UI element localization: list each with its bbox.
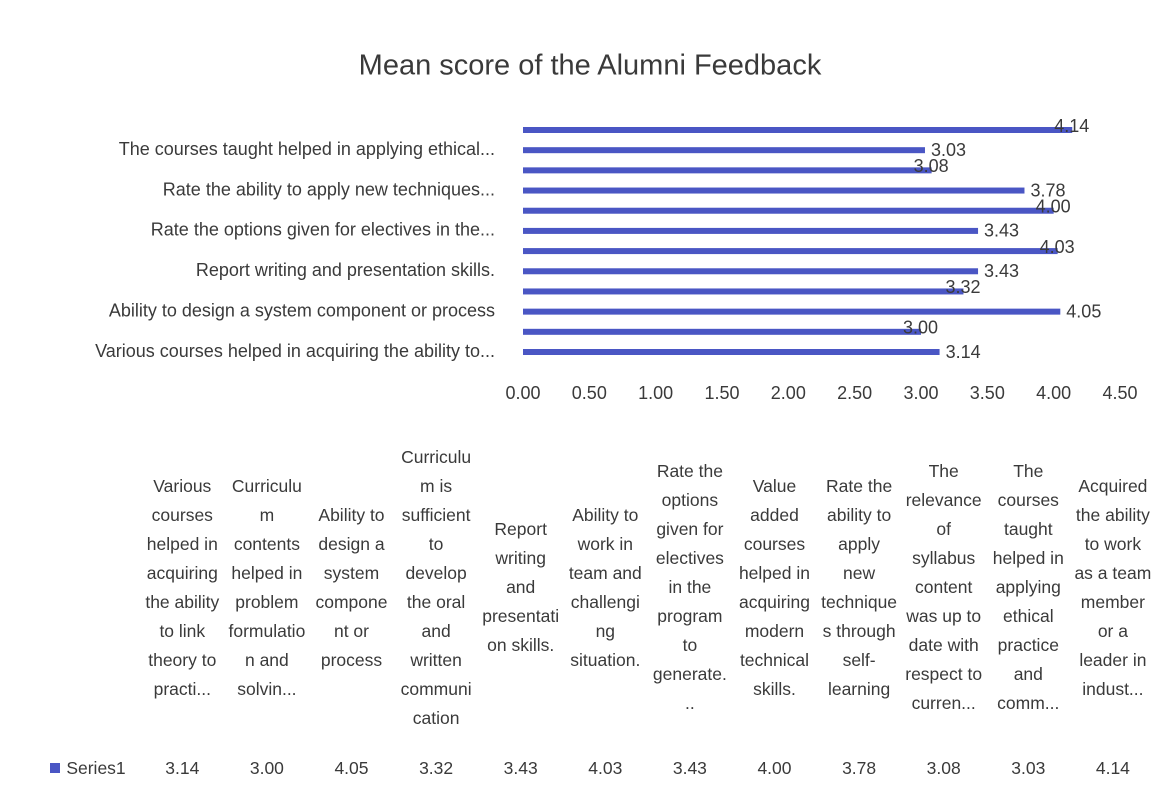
- table-value: 4.05: [334, 757, 369, 778]
- table-value: 3.03: [1011, 757, 1046, 778]
- x-tick-label: 1.00: [638, 383, 673, 403]
- x-tick-label: 2.00: [771, 383, 806, 403]
- data-label: 3.32: [945, 277, 980, 297]
- y-tick-label: Ability to design a system component or …: [109, 300, 495, 320]
- bar: [523, 207, 1054, 214]
- data-label: 4.00: [1036, 196, 1071, 216]
- x-tick-label: 4.00: [1036, 383, 1071, 403]
- bar: [523, 127, 1073, 133]
- bar: [523, 187, 1025, 194]
- table-header: Rate the options given for electives in …: [652, 461, 727, 713]
- bar: [523, 288, 964, 295]
- y-tick-label: The courses taught helped in applying et…: [119, 139, 495, 159]
- legend-swatch: [50, 763, 61, 773]
- bar: [523, 328, 921, 335]
- legend-label: Series1: [66, 757, 126, 778]
- bar: [523, 349, 940, 355]
- data-label: 3.14: [946, 342, 981, 362]
- x-tick-label: 0.00: [505, 383, 540, 403]
- table-value: 4.00: [757, 757, 792, 778]
- bar: [523, 147, 925, 154]
- data-label: 3.00: [903, 318, 938, 338]
- data-label: 3.03: [931, 140, 966, 160]
- y-tick-label: Report writing and presentation skills.: [196, 260, 495, 280]
- table-value: 3.14: [165, 757, 200, 778]
- x-tick-label: 4.50: [1102, 383, 1137, 403]
- data-label: 3.08: [914, 156, 949, 176]
- data-label: 3.78: [1030, 180, 1065, 200]
- bar: [523, 227, 979, 234]
- table-value: 4.14: [1095, 757, 1130, 778]
- table-header: Rate the ability to apply new techniques…: [821, 475, 898, 699]
- table-value: 3.08: [926, 757, 961, 778]
- bar: [523, 268, 979, 275]
- bar: [523, 308, 1061, 315]
- bar: [523, 167, 932, 174]
- x-tick-label: 3.50: [970, 383, 1005, 403]
- table-value: 3.43: [672, 757, 707, 778]
- bar: [523, 248, 1058, 255]
- table-value: 3.78: [842, 757, 877, 778]
- data-label: 4.05: [1066, 301, 1101, 321]
- table-header: Various courses helped in acquiring the …: [145, 475, 220, 699]
- table-header: The courses taught helped in applying et…: [992, 461, 1064, 713]
- table-value: 4.03: [588, 757, 623, 778]
- data-label: 4.03: [1040, 237, 1075, 257]
- x-tick-label: 3.00: [903, 383, 938, 403]
- table-value: 3.00: [249, 757, 284, 778]
- table-header: Curriculum is sufficient to develop the …: [400, 446, 472, 728]
- data-label: 3.43: [984, 221, 1019, 241]
- table-value: 3.32: [419, 757, 454, 778]
- table-value: 3.43: [503, 757, 538, 778]
- table-header: Curriculum contents helped in problem fo…: [228, 475, 306, 699]
- table-header: Ability to work in team and challenging …: [568, 504, 642, 670]
- data-label: 4.14: [1054, 116, 1089, 136]
- x-tick-label: 0.50: [572, 383, 607, 403]
- table-header: Value added courses helped in acquiring …: [738, 475, 810, 699]
- table-header: Report writing and presentation skills.: [482, 519, 560, 655]
- table-header: Acquired the ability to work as a team m…: [1074, 475, 1152, 699]
- y-tick-label: Various courses helped in acquiring the …: [95, 341, 495, 361]
- x-tick-label: 1.50: [704, 383, 739, 403]
- legend-entry: Series1: [38, 752, 138, 784]
- table-header: Ability to design a system component or …: [315, 504, 388, 670]
- x-tick-label: 2.50: [837, 383, 872, 403]
- table-header: The relevance of syllabus content was up…: [905, 461, 983, 713]
- data-label: 3.43: [984, 261, 1019, 281]
- y-tick-label: Rate the options given for electives in …: [151, 220, 495, 240]
- chart-title: Mean score of the Alumni Feedback: [359, 50, 822, 82]
- y-tick-label: Rate the ability to apply new techniques…: [163, 179, 495, 199]
